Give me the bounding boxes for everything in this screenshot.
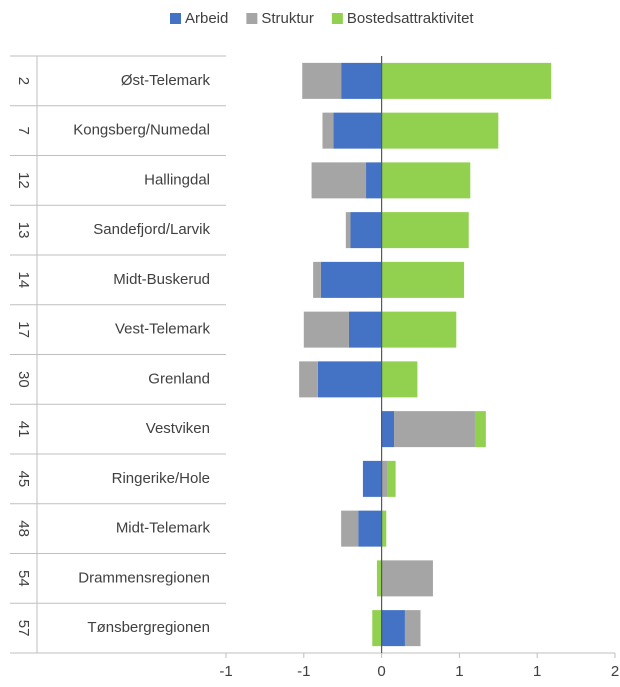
bar-segment (372, 610, 382, 647)
legend-swatch (170, 13, 181, 24)
bar-segment (381, 62, 552, 99)
bar-segment (350, 212, 382, 249)
bar-segment (404, 610, 421, 647)
rank-label: 48 (15, 520, 32, 537)
bar-segment (299, 361, 318, 398)
rank-label: 57 (15, 620, 32, 637)
bar-segment (381, 610, 405, 647)
bar-segment (376, 560, 382, 597)
x-tick-label: -1 (219, 663, 232, 680)
category-label: Vest-Telemark (115, 321, 211, 338)
legend-label: Arbeid (185, 10, 228, 27)
x-tick-label: 2 (611, 663, 619, 680)
category-label: Tønsbergregionen (87, 619, 210, 636)
bar-segment (381, 212, 469, 249)
x-tick-label: 1 (533, 663, 541, 680)
category-label: Hallingdal (144, 171, 210, 188)
bar-segment (381, 460, 388, 497)
rank-label: 2 (15, 77, 32, 85)
category-label: Midt-Buskerud (113, 271, 210, 288)
category-label: Øst-Telemark (121, 72, 211, 89)
bar-segment (358, 510, 382, 547)
category-label: Sandefjord/Larvik (93, 221, 210, 238)
rank-label: 7 (15, 126, 32, 134)
x-tick-label: 0 (377, 663, 385, 680)
bar-segment (302, 62, 342, 99)
bar-segment (311, 162, 367, 199)
bar-segment (381, 261, 465, 298)
bar-segment (474, 411, 486, 448)
rank-label: 45 (15, 471, 32, 488)
bar-segment (345, 212, 351, 249)
bar-segment (317, 361, 382, 398)
bar-segment (341, 62, 382, 99)
legend-swatch (246, 13, 258, 24)
rank-label: 13 (15, 222, 32, 239)
bar-segment (381, 411, 395, 448)
bar-segment (387, 460, 396, 497)
bar-segment (381, 162, 471, 199)
rank-label: 12 (15, 172, 32, 189)
bar-segment (322, 112, 334, 149)
category-label: Drammensregionen (78, 569, 210, 586)
bar-segment (348, 311, 382, 348)
x-tick-label: 1 (455, 663, 463, 680)
rank-label: 41 (15, 421, 32, 438)
legend-label: Struktur (261, 10, 314, 27)
legend-swatch (331, 13, 343, 24)
category-label: Vestviken (146, 420, 210, 437)
bar-segment (381, 112, 499, 149)
bar-segment (381, 361, 418, 398)
bar-segment (362, 460, 382, 497)
bar-segment (366, 162, 382, 199)
category-label: Ringerike/Hole (112, 470, 210, 487)
rank-label: 54 (15, 570, 32, 587)
bar-segment (381, 560, 433, 597)
category-label: Grenland (148, 370, 210, 387)
bar-segment (381, 311, 457, 348)
category-label: Midt-Telemark (116, 520, 211, 537)
bar-segment (320, 261, 382, 298)
bar-segment (381, 510, 387, 547)
bar-segment (394, 411, 475, 448)
bar-segment (303, 311, 349, 348)
bar-segment (313, 261, 321, 298)
bar-segment (333, 112, 382, 149)
bar-segment (341, 510, 359, 547)
rank-label: 30 (15, 371, 32, 388)
rank-label: 17 (15, 321, 32, 338)
legend-label: Bostedsattraktivitet (347, 10, 475, 27)
rank-label: 14 (15, 272, 32, 289)
category-label: Kongsberg/Numedal (73, 122, 210, 139)
x-tick-label: -1 (297, 663, 310, 680)
